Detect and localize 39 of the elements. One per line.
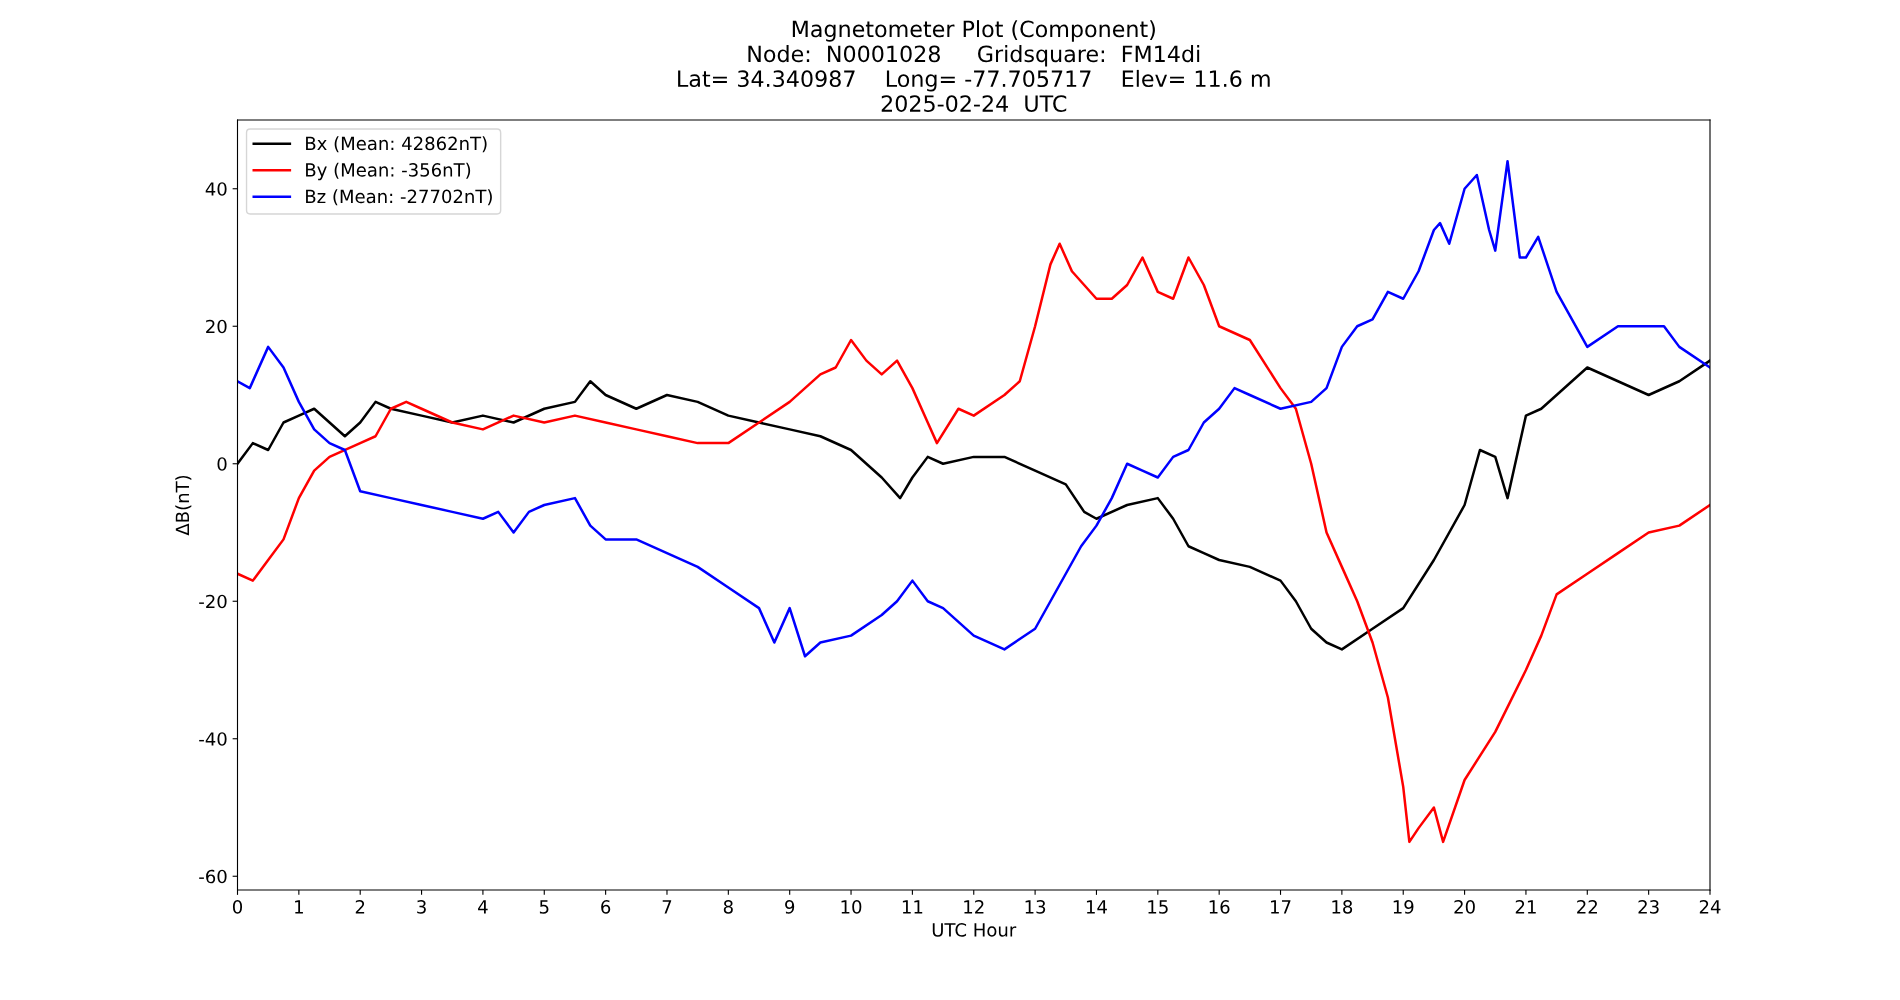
legend-label: By (Mean: -356nT) — [306, 162, 471, 181]
line-series — [237, 160, 1710, 658]
x-tick-label: 2 — [355, 900, 365, 914]
y-tick-label: -40 — [199, 732, 227, 746]
x-tick-label: 1 — [295, 900, 303, 914]
y-tick-label: -60 — [199, 869, 227, 884]
x-tick-label: 5 — [539, 900, 549, 914]
x-tick-label: 7 — [662, 900, 672, 914]
x-tick-label: 19 — [1393, 900, 1414, 914]
legend-label: Bz (Mean: -27702nT) — [306, 189, 492, 206]
y-axis-title: ΔB(nT) — [175, 475, 192, 536]
x-tick-label: 23 — [1638, 900, 1659, 914]
x-tick-label: 17 — [1271, 900, 1291, 914]
x-tick-label: 9 — [785, 900, 795, 914]
y-tick-label: 20 — [206, 319, 227, 334]
y-tick-label: 0 — [217, 457, 227, 471]
x-tick-label: 11 — [902, 900, 923, 914]
x-tick-label: 6 — [601, 900, 611, 914]
x-tick-label: 10 — [841, 900, 862, 914]
x-tick-label: 16 — [1209, 900, 1230, 914]
x-tick-label: 18 — [1332, 900, 1353, 914]
x-tick-label: 0 — [232, 900, 243, 914]
x-tick-label: 4 — [478, 900, 488, 914]
x-tick-label: 22 — [1577, 900, 1597, 914]
y-tick-label: 40 — [205, 182, 227, 196]
legend-label: Bx (Mean: 42862nT) — [306, 136, 487, 153]
x-tick-label: 3 — [417, 900, 426, 914]
x-tick-label: 13 — [1025, 900, 1046, 914]
x-tick-label: 14 — [1086, 900, 1107, 914]
x-tick-label: 15 — [1148, 900, 1168, 914]
x-tick-label: 24 — [1699, 900, 1721, 914]
x-tick-label: 20 — [1454, 900, 1475, 914]
x-tick-label: 8 — [723, 900, 733, 914]
x-axis-title: UTC Hour — [932, 923, 1017, 937]
line-series — [237, 242, 1710, 844]
y-tick-label: -20 — [199, 594, 227, 609]
x-tick-label: 21 — [1515, 900, 1536, 914]
x-tick-label: 12 — [964, 900, 984, 914]
chart-title: Magnetometer Plot (Component) Node: N0001028 Gridsquare: FM14di Lat= 34.340987 Long= -77.705717 Elev= 11.6 m 2025-02-24 UTC — [678, 20, 1270, 112]
